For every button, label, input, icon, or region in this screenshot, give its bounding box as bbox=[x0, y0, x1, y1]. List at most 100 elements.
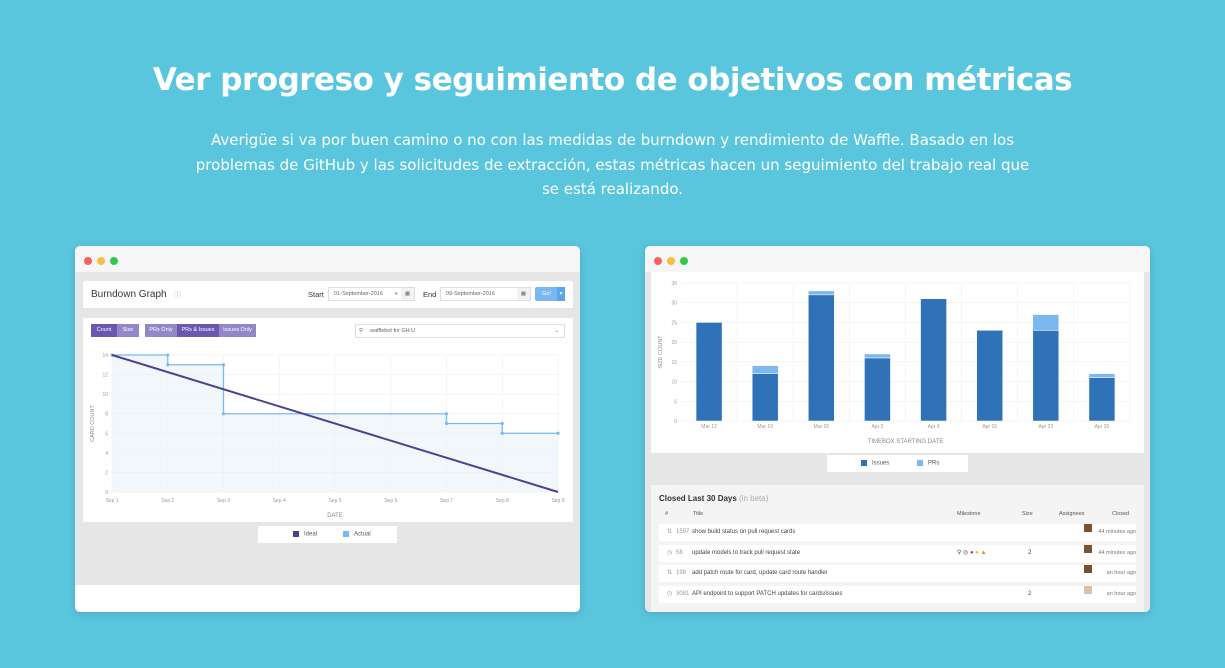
y-axis-label: SIZE COUNT bbox=[658, 335, 664, 369]
header-number: # bbox=[665, 511, 669, 517]
throughput-chart-panel bbox=[651, 272, 1144, 453]
maximize-dot[interactable] bbox=[680, 257, 688, 265]
minimize-dot[interactable] bbox=[667, 257, 675, 265]
y-axis-label: CARD COUNT bbox=[90, 405, 96, 442]
x-tick-label: Sep 9 bbox=[551, 498, 564, 504]
prs-bar bbox=[1088, 373, 1116, 378]
y-tick-label: 6 bbox=[105, 431, 108, 437]
x-axis-label: TIMEBOX STARTING DATE bbox=[868, 439, 944, 445]
x-tick-label: Sep 3 bbox=[217, 498, 230, 504]
x-axis-label: DATE bbox=[327, 513, 343, 519]
legend-issues: Issues bbox=[861, 460, 889, 467]
y-tick-label: 35 bbox=[671, 281, 677, 287]
y-tick-label: 8 bbox=[105, 412, 108, 418]
end-date-input[interactable]: 09-September-2016 ▦ bbox=[440, 287, 531, 301]
y-tick-label: 10 bbox=[671, 380, 677, 386]
help-icon[interactable]: ⓘ bbox=[174, 292, 181, 299]
x-tick-label: Sep 7 bbox=[440, 498, 453, 504]
metric-toggle: Count Size bbox=[91, 324, 139, 337]
table-row[interactable]: ⇅ 198 add patch route for card, update c… bbox=[659, 565, 1136, 583]
actual-point bbox=[444, 421, 449, 426]
y-tick-label: 0 bbox=[674, 419, 677, 425]
header-size: Size bbox=[1022, 511, 1033, 517]
y-tick-label: 12 bbox=[102, 373, 108, 379]
go-button[interactable]: Go! ▾ bbox=[535, 287, 565, 301]
y-tick-label: 20 bbox=[671, 340, 677, 346]
x-tick-label: Sep 4 bbox=[273, 498, 286, 504]
x-tick-label: Apr 30 bbox=[1095, 424, 1110, 430]
burndown-legend: Ideal Actual bbox=[258, 526, 397, 543]
count-toggle[interactable]: Count bbox=[91, 324, 117, 337]
window-titlebar bbox=[75, 246, 580, 272]
minimize-dot[interactable] bbox=[97, 257, 105, 265]
issues-bar bbox=[1032, 330, 1060, 422]
repo-select[interactable]: ⚲ wafflebot for GH:U ⌄ bbox=[355, 324, 565, 338]
chevron-down-icon: ⌄ bbox=[554, 328, 559, 334]
issue-size: 2 bbox=[1028, 549, 1032, 556]
x-tick-label: Sep 6 bbox=[384, 498, 397, 504]
close-dot[interactable] bbox=[654, 257, 662, 265]
closed-time: 44 minutes ago bbox=[1098, 549, 1136, 556]
issues-bar bbox=[695, 322, 723, 422]
legend-ideal: Ideal bbox=[293, 531, 317, 538]
actual-point bbox=[500, 431, 504, 435]
y-tick-label: 2 bbox=[105, 470, 108, 476]
calendar-icon: ▦ bbox=[517, 288, 530, 300]
throughput-legend: Issues PRs bbox=[827, 455, 968, 472]
actual-point bbox=[444, 412, 449, 416]
maximize-dot[interactable] bbox=[110, 257, 118, 265]
issue-title[interactable]: add patch route for card, update card ro… bbox=[692, 570, 828, 577]
table-row[interactable]: ⇅ 1597 show build status on pull request… bbox=[659, 524, 1136, 541]
issue-number: 58 bbox=[676, 549, 683, 556]
burndown-chart: 0 2 4 6 8 10 12 14 Sep 1 Sep 2 Sep 3 Sep 4 Sep 5 Sep … bbox=[90, 353, 565, 519]
issues-bar bbox=[1088, 377, 1116, 422]
x-tick-label: Mar 12 bbox=[701, 424, 717, 430]
size-toggle[interactable]: Size bbox=[117, 324, 139, 337]
legend-actual: Actual bbox=[343, 531, 371, 538]
y-tick-label: 14 bbox=[102, 353, 108, 359]
prs-only-toggle[interactable]: PRs Only bbox=[145, 324, 177, 337]
issue-title[interactable]: update models to track pull request stat… bbox=[692, 549, 801, 556]
pin-icon: ⚲ bbox=[359, 328, 364, 334]
issue-number: 198 bbox=[676, 570, 687, 577]
prs-bar bbox=[808, 290, 835, 296]
closed-title: Closed Last 30 Days (in beta) bbox=[659, 494, 769, 503]
y-tick-label: 30 bbox=[671, 301, 677, 307]
avatar bbox=[1084, 544, 1092, 553]
start-label: Start bbox=[308, 290, 324, 299]
actual-point bbox=[166, 363, 170, 367]
prs-issues-toggle[interactable]: PRs & Issues bbox=[177, 324, 219, 337]
actual-point bbox=[221, 363, 226, 367]
page-title: Burndown Graph bbox=[91, 289, 167, 300]
burndown-window: Burndown Graph ⓘ Start 01-September-2016… bbox=[75, 246, 580, 612]
prs-bar bbox=[1032, 314, 1060, 331]
header-assignees: Assignees bbox=[1059, 511, 1085, 517]
window-titlebar bbox=[645, 246, 1150, 272]
table-row[interactable]: ◷ 58 update models to track pull request… bbox=[659, 544, 1136, 562]
issues-bar bbox=[751, 373, 779, 422]
issue-title[interactable]: show build status on pull request cards bbox=[692, 529, 796, 535]
issues-only-toggle[interactable]: Issues Only bbox=[219, 324, 256, 337]
issue-closed-icon: ◷ bbox=[667, 591, 673, 598]
avatar bbox=[1084, 524, 1092, 532]
y-tick-label: 0 bbox=[105, 490, 108, 496]
x-tick-label: Mar 26 bbox=[814, 424, 830, 430]
actual-point bbox=[556, 431, 560, 435]
issue-title[interactable]: API endpoint to support PATCH updates fo… bbox=[692, 591, 843, 598]
calendar-icon: ▦ bbox=[401, 288, 414, 300]
hero-title: Ver progreso y seguimiento de objetivos … bbox=[152, 62, 1073, 98]
actual-point bbox=[500, 421, 504, 426]
closed-time: an hour ago bbox=[1106, 570, 1136, 577]
prs-bar bbox=[864, 353, 891, 359]
x-tick-label: Sep 5 bbox=[328, 498, 341, 504]
table-row[interactable]: ◷ 3081 API endpoint to support PATCH upd… bbox=[659, 586, 1136, 604]
x-tick-label: Apr 16 bbox=[982, 424, 997, 430]
issues-bar bbox=[864, 357, 891, 422]
start-date-input[interactable]: 01-September-2016 ● ▦ bbox=[328, 287, 415, 301]
issues-bar bbox=[808, 294, 835, 422]
close-dot[interactable] bbox=[84, 257, 92, 265]
y-tick-label: 5 bbox=[674, 399, 677, 405]
chevron-down-icon: ▾ bbox=[557, 287, 565, 301]
y-tick-label: 25 bbox=[671, 320, 677, 326]
x-tick-label: Sep 1 bbox=[105, 498, 118, 504]
